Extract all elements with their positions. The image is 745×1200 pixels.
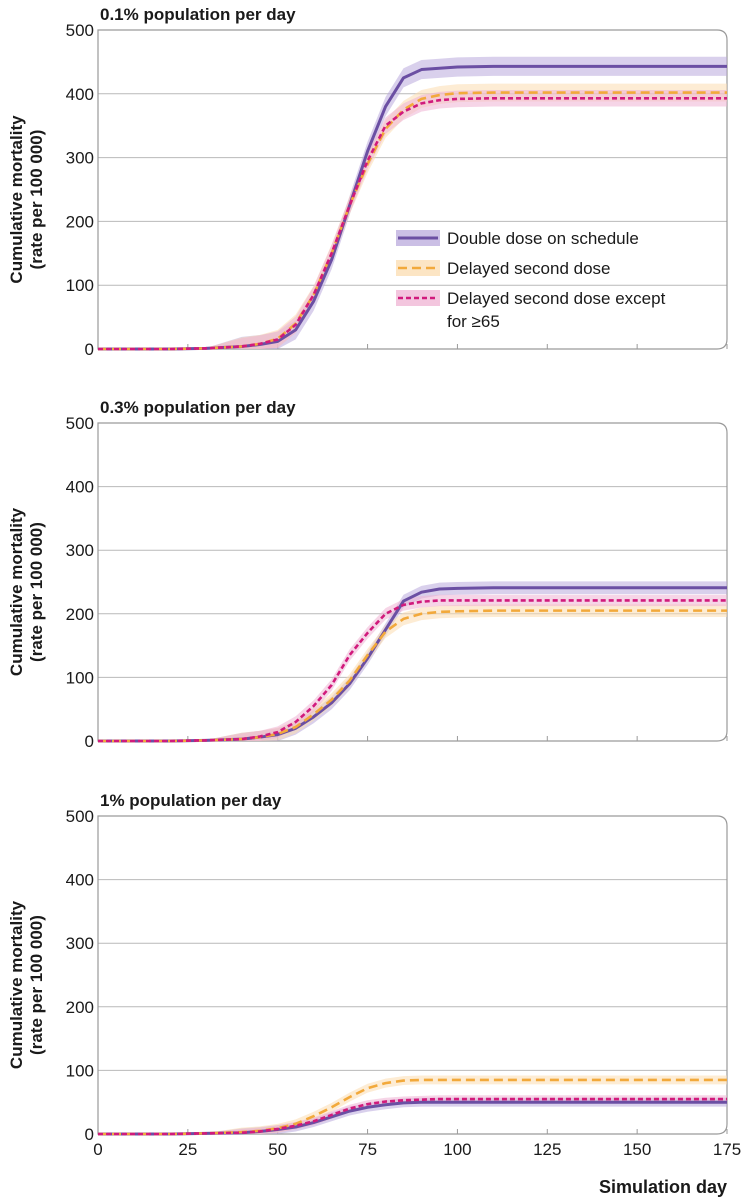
x-tick-label: 50 xyxy=(268,1140,287,1159)
panel-title: 1% population per day xyxy=(100,791,282,810)
legend-label-continuation: for ≥65 xyxy=(447,312,500,331)
y-tick-label: 400 xyxy=(66,871,94,890)
y-tick-label: 200 xyxy=(66,212,94,231)
y-tick-label: 500 xyxy=(66,21,94,40)
x-tick-label: 150 xyxy=(623,1140,651,1159)
y-axis-label-line2: (rate per 100 000) xyxy=(27,915,46,1055)
y-tick-label: 200 xyxy=(66,605,94,624)
y-axis-label-line2: (rate per 100 000) xyxy=(27,522,46,662)
legend-label: Delayed second dose xyxy=(447,259,611,278)
y-tick-label: 300 xyxy=(66,934,94,953)
y-tick-label: 100 xyxy=(66,276,94,295)
x-tick-label: 25 xyxy=(178,1140,197,1159)
series-line-2 xyxy=(98,609,727,743)
x-tick-label: 175 xyxy=(713,1140,741,1159)
plot-frame xyxy=(97,422,728,742)
x-axis-label: Simulation day xyxy=(599,1177,727,1197)
legend-label: Double dose on schedule xyxy=(447,229,639,248)
x-tick-label: 125 xyxy=(533,1140,561,1159)
y-tick-label: 100 xyxy=(66,1061,94,1080)
y-tick-label: 0 xyxy=(85,1125,94,1144)
panel-title: 0.3% population per day xyxy=(100,398,296,417)
series-line-3 xyxy=(98,599,727,743)
y-tick-label: 500 xyxy=(66,807,94,826)
series-line-3 xyxy=(98,1097,727,1136)
series-line-3 xyxy=(98,96,727,351)
y-tick-label: 200 xyxy=(66,998,94,1017)
chart-panel-3: 1% population per day 0 100 200 300 400 500 0 25… xyxy=(7,791,741,1197)
y-axis-label-line1: Cumulative mortality xyxy=(7,507,26,676)
plot-frame xyxy=(97,815,728,1135)
chart-panel-2: 0.3% population per day 0 100 200 300 400 500 C… xyxy=(7,398,728,751)
legend: Double dose on schedule Delayed second do… xyxy=(396,229,666,331)
y-tick-label: 300 xyxy=(66,149,94,168)
panel-title: 0.1% population per day xyxy=(100,5,296,24)
plot-frame xyxy=(97,29,728,350)
y-tick-label: 300 xyxy=(66,541,94,560)
x-tick-label: 0 xyxy=(93,1140,102,1159)
y-tick-label: 0 xyxy=(85,732,94,751)
x-tick-label: 100 xyxy=(443,1140,471,1159)
x-tick-label: 75 xyxy=(358,1140,377,1159)
series-band-3 xyxy=(98,89,727,350)
legend-label: Delayed second dose except xyxy=(447,289,666,308)
y-axis-label-line1: Cumulative mortality xyxy=(7,115,26,284)
y-axis-label-line2: (rate per 100 000) xyxy=(27,130,46,270)
series-band-2 xyxy=(98,83,727,349)
y-tick-label: 400 xyxy=(66,85,94,104)
series-band-2 xyxy=(98,604,727,741)
y-tick-label: 100 xyxy=(66,668,94,687)
series-band-2 xyxy=(98,1075,727,1134)
chart-panel-1: 0.1% population per day 0 100 200 300 400 500 C… xyxy=(7,5,728,359)
y-axis-label-line1: Cumulative mortality xyxy=(7,900,26,1069)
y-tick-label: 0 xyxy=(85,340,94,359)
series-line-2 xyxy=(98,91,727,351)
y-tick-label: 500 xyxy=(66,414,94,433)
y-tick-label: 400 xyxy=(66,478,94,497)
